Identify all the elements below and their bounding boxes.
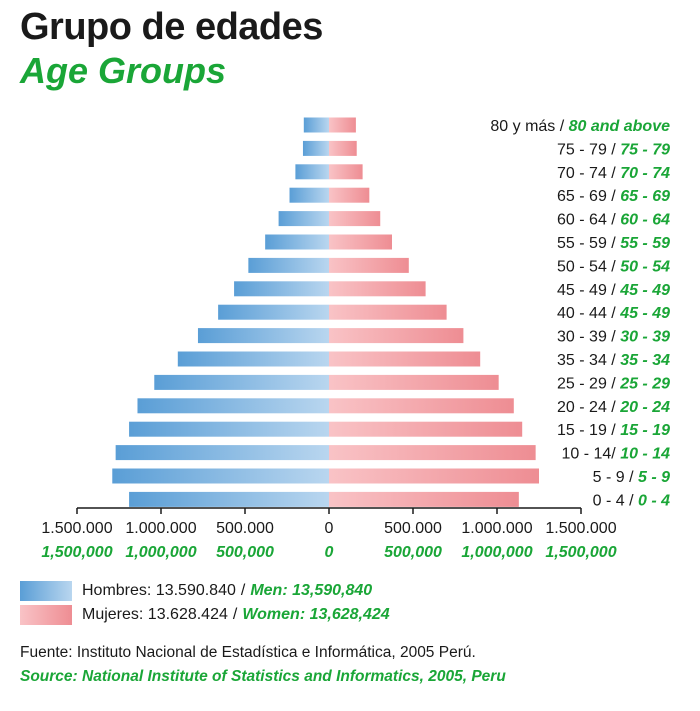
age-group-label: 45 - 49 / 45 - 49 [557,282,670,299]
bar-men [302,140,329,156]
bar-women [329,398,514,414]
bar-men [295,164,329,180]
age-group-label: 15 - 19 / 15 - 19 [557,422,670,439]
legend-swatch-men [20,581,72,601]
bar-men [278,211,329,227]
bar-men [115,445,329,461]
age-group-label: 0 - 4 / 0 - 4 [593,492,670,509]
age-group-label: 35 - 34 / 35 - 34 [557,352,670,369]
legend-item-women: Mujeres: 13.628.424 / Women: 13,628,424 [20,604,390,626]
bar-women [329,117,356,133]
bar-men [137,398,329,414]
source-note-es: Fuente: Instituto Nacional de Estadístic… [20,644,476,661]
bar-men [154,374,329,390]
bar-women [329,257,409,273]
bar-men [289,187,329,203]
chart-title: Grupo de edades [20,6,323,48]
age-group-label: 40 - 44 / 45 - 49 [557,305,670,322]
x-tick-label-en: 1,500,000 [545,544,616,561]
bar-women [329,164,363,180]
bar-men [248,257,329,273]
age-group-label: 60 - 64 / 60 - 64 [557,212,670,229]
legend-swatch-women [20,605,72,625]
age-group-label: 5 - 9 / 5 - 9 [593,469,670,486]
bar-men [234,281,329,297]
women-bars [329,117,539,507]
legend-separator: / [240,582,246,599]
bar-men [112,468,329,484]
legend-label-men-es: Hombres: 13.590.840 [82,582,236,599]
bar-men [218,304,329,320]
age-group-label: 50 - 54 / 50 - 54 [557,258,670,275]
bar-women [329,328,464,344]
x-tick-label-en: 1,500,000 [41,544,112,561]
legend-label-women-es: Mujeres: 13.628.424 [82,606,228,623]
age-group-label: 10 - 14/ 10 - 14 [561,446,670,463]
bar-women [329,211,381,227]
x-tick-label-es: 500.000 [216,520,274,537]
bar-women [329,304,447,320]
legend-item-men: Hombres: 13.590.840 / Men: 13,590,840 [20,580,372,602]
source-note-en: Source: National Institute of Statistics… [20,668,506,685]
x-tick-label-es: 1.500.000 [41,520,112,537]
bar-women [329,140,357,156]
bar-women [329,421,523,437]
age-group-label: 25 - 29 / 25 - 29 [557,375,670,392]
bar-men [265,234,329,250]
bar-women [329,374,499,390]
x-tick-label-en: 500,000 [384,544,442,561]
age-group-label: 70 - 74 / 70 - 74 [557,165,670,182]
age-group-labels: 80 y más / 80 and above 75 - 79 / 75 - 79… [490,118,670,509]
bar-women [329,468,539,484]
x-tick-label-en: 0 [325,544,334,561]
x-tick-label-en: 1,000,000 [461,544,532,561]
x-axis: 1.500.000 1,500,000 1.000.000 1,000,000 500.… [41,507,617,561]
x-tick-label-en: 500,000 [216,544,274,561]
age-group-label: 75 - 79 / 75 - 79 [557,141,670,158]
legend-label-women-en: Women: 13,628,424 [242,606,390,623]
age-group-label: 55 - 59 / 55 - 59 [557,235,670,252]
bar-men [177,351,329,367]
age-group-label: 65 - 69 / 65 - 69 [557,188,670,205]
bar-women [329,491,519,507]
bar-men [129,491,329,507]
age-group-label: 30 - 39 / 30 - 39 [557,329,670,346]
men-bars [112,117,329,507]
bar-men [197,328,329,344]
population-pyramid-chart: 80 y más / 80 and above 75 - 79 / 75 - 79… [41,117,670,561]
bar-women [329,234,392,250]
x-tick-label-es: 1.500.000 [545,520,616,537]
chart-subtitle: Age Groups [20,50,227,91]
x-tick-label-en: 1,000,000 [125,544,196,561]
x-tick-label-es: 0 [325,520,334,537]
bar-women [329,281,426,297]
x-tick-label-es: 500.000 [384,520,442,537]
age-group-label: 80 y más / 80 and above [490,118,670,135]
bar-women [329,187,370,203]
x-tick-label-es: 1.000.000 [461,520,532,537]
x-tick-label-es: 1.000.000 [125,520,196,537]
bar-men [129,421,329,437]
age-group-label: 20 - 24 / 20 - 24 [557,399,670,416]
bar-women [329,351,481,367]
bar-men [303,117,329,133]
legend-label-men-en: Men: 13,590,840 [250,582,373,599]
bar-women [329,445,536,461]
legend-separator: / [232,606,238,623]
